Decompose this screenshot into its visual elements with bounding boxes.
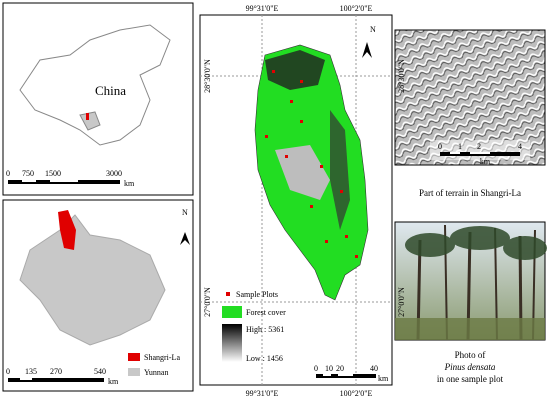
legend-label: Yunnan	[144, 368, 168, 377]
lat-label: 27°0'0"N	[203, 287, 212, 317]
scale-unit: km	[124, 179, 135, 188]
legend-label: Low : 1456	[246, 354, 283, 363]
caption: Photo of	[455, 350, 486, 360]
scale-tick: 0	[6, 367, 10, 376]
scale-tick: 0	[314, 364, 318, 373]
scale-tick: 0	[6, 169, 10, 178]
legend-label: Forest cover	[246, 308, 286, 317]
study-panel: N 99°31'0"E 100°2'0"E 99°31'0"E 100°2'0"…	[199, 4, 393, 398]
high-elevation	[265, 50, 325, 90]
yunnan-shape	[19, 214, 166, 346]
north-arrow	[180, 232, 190, 245]
yunnan-panel: N Shangri-La Yunnan 0 135 270 540 km	[2, 199, 194, 392]
lon-label: 99°31'0"E	[246, 389, 279, 398]
scale-tick: 2	[477, 142, 481, 151]
china-label: China	[95, 83, 126, 98]
ridge	[330, 110, 350, 230]
legend-label: High : 5361	[246, 325, 284, 334]
photo-panel: 27°0'0"N Photo of Pinus densata in one s…	[394, 221, 547, 384]
legend-swatch	[222, 306, 242, 318]
north-label: N	[182, 208, 188, 217]
scale-tick: 1500	[45, 169, 61, 178]
caption-species: Pinus densata	[444, 362, 496, 372]
scale-unit: km	[480, 157, 491, 166]
scale-tick: 4	[518, 142, 522, 151]
caption: Part of terrain in Shangri-La	[419, 188, 521, 198]
terrain-panel: 0 1 2 4 km 28°30'0"N Part of terrain in …	[394, 29, 546, 198]
sample-plots	[265, 70, 358, 258]
legend-label: Sample Plots	[236, 290, 278, 299]
scale-tick: 3000	[106, 169, 122, 178]
scale-tick: 750	[22, 169, 34, 178]
legend-label: Shangri-La	[144, 353, 180, 362]
low-elevation	[275, 145, 330, 200]
scale-tick: 20	[336, 364, 344, 373]
scale-tick: 0	[438, 142, 442, 151]
north-arrow	[362, 42, 372, 58]
shangrila-shape	[58, 210, 76, 250]
scale-tick: 1	[458, 142, 462, 151]
lat-label: 28°30'0"N	[397, 59, 406, 93]
scale-tick: 270	[50, 367, 62, 376]
caption: in one sample plot	[437, 374, 504, 384]
scale-tick: 540	[94, 367, 106, 376]
yunnan-inset	[79, 111, 101, 131]
scale-unit: km	[108, 377, 119, 386]
lon-label: 100°2'0"E	[340, 4, 373, 13]
lat-label: 27°0'0"N	[397, 287, 406, 317]
legend-swatch	[226, 292, 230, 296]
scale-bar: 0 750 1500 3000 km	[6, 169, 135, 188]
legend-swatch	[128, 353, 140, 361]
north-label: N	[370, 25, 376, 34]
lon-label: 99°31'0"E	[246, 4, 279, 13]
shangrila-inset	[86, 113, 89, 120]
scale-tick: 40	[370, 364, 378, 373]
legend-ramp	[222, 324, 242, 362]
lat-label: 28°30'0"N	[203, 59, 212, 93]
china-outline	[19, 24, 171, 146]
china-panel: China 0 750 1500 3000 km	[2, 2, 194, 196]
legend-swatch	[128, 368, 140, 376]
scale-unit: km	[378, 374, 389, 383]
lon-label: 100°2'0"E	[340, 389, 373, 398]
scale-tick: 10	[325, 364, 333, 373]
canopy	[405, 226, 547, 260]
scale-tick: 135	[25, 367, 37, 376]
